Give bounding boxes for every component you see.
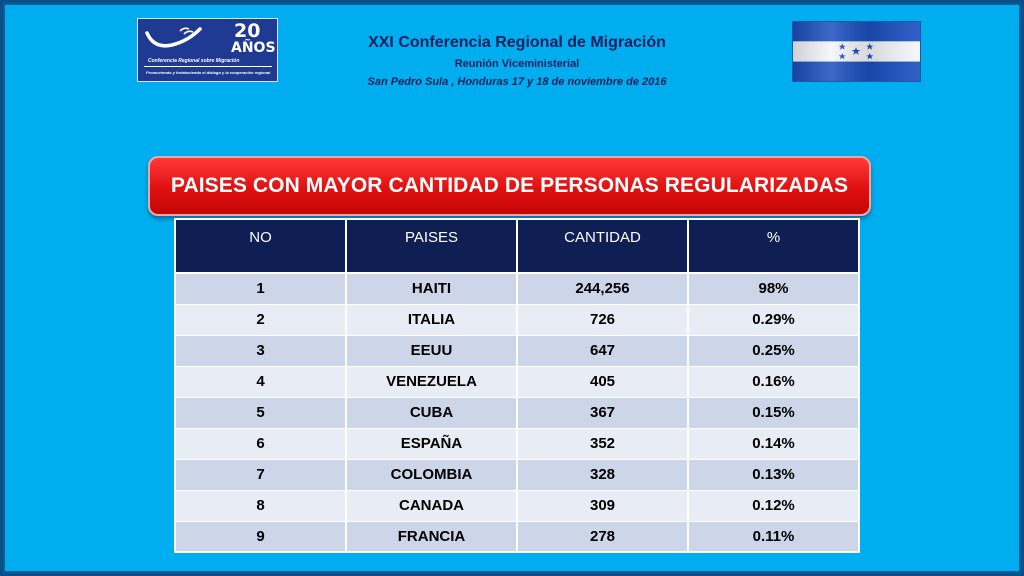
cell-country: ITALIA: [345, 303, 518, 335]
conference-logo: 20 AÑOS Conferencia Regional sobre Migra…: [137, 18, 278, 82]
logo-org-name: Conferencia Regional sobre Migración: [148, 58, 240, 64]
cell-percent: 0.13%: [687, 458, 860, 490]
cell-no: 1: [174, 272, 347, 304]
cell-country: VENEZUELA: [345, 365, 518, 397]
cell-country: EEUU: [345, 334, 518, 366]
cell-quantity: 647: [516, 334, 689, 366]
cell-country: ESPAÑA: [345, 427, 518, 459]
cell-country: CANADA: [345, 489, 518, 521]
cell-country: COLOMBIA: [345, 458, 518, 490]
cell-quantity: 405: [516, 365, 689, 397]
conference-subtitle: Reunión Viceministerial: [454, 58, 580, 70]
table-row: 9 FRANCIA 278 0.11%: [174, 520, 860, 553]
cell-quantity: 309: [516, 489, 689, 521]
cell-no: 5: [174, 396, 347, 428]
cell-quantity: 278: [516, 520, 689, 553]
logo-number: 20: [234, 20, 261, 42]
cell-percent: 98%: [687, 272, 860, 304]
cell-quantity: 367: [516, 396, 689, 428]
table-row: 3 EEUU 647 0.25%: [174, 334, 860, 366]
cell-country: CUBA: [345, 396, 518, 428]
logo-years: AÑOS: [231, 40, 276, 56]
table-row: 8 CANADA 309 0.12%: [174, 489, 860, 521]
cell-no: 9: [174, 520, 347, 553]
table-row: 6 ESPAÑA 352 0.14%: [174, 427, 860, 459]
cell-no: 7: [174, 458, 347, 490]
cell-quantity: 352: [516, 427, 689, 459]
table-header-row: NO PAISES CANTIDAD %: [174, 219, 860, 273]
cell-no: 3: [174, 334, 347, 366]
conference-title: XXI Conferencia Regional de Migración: [368, 34, 666, 51]
cell-country: HAITI: [345, 272, 518, 304]
table-row: 1 HAITI 244,256 98%: [174, 272, 860, 304]
column-header-paises: PAISES: [345, 219, 518, 273]
conference-location-date: San Pedro Sula , Honduras 17 y 18 de nov…: [367, 76, 667, 88]
title-banner: PAISES CON MAYOR CANTIDAD DE PERSONAS RE…: [148, 156, 871, 216]
column-header-percent: %: [687, 219, 860, 273]
banner-title: PAISES CON MAYOR CANTIDAD DE PERSONAS RE…: [170, 174, 849, 197]
cell-no: 4: [174, 365, 347, 397]
column-header-cantidad: CANTIDAD: [516, 219, 689, 273]
cell-no: 6: [174, 427, 347, 459]
slide: 20 AÑOS Conferencia Regional sobre Migra…: [3, 3, 1021, 573]
cell-percent: 0.15%: [687, 396, 860, 428]
dove-wave-icon: [145, 27, 202, 48]
cell-country: FRANCIA: [345, 520, 518, 553]
cell-percent: 0.12%: [687, 489, 860, 521]
cell-percent: 0.11%: [687, 520, 860, 553]
table-row: 5 CUBA 367 0.15%: [174, 396, 860, 428]
cell-no: 8: [174, 489, 347, 521]
logo-tagline: Promoviendo y fortaleciendo el diálogo y…: [146, 70, 271, 75]
cell-quantity: 328: [516, 458, 689, 490]
cell-no: 2: [174, 303, 347, 335]
cell-percent: 0.14%: [687, 427, 860, 459]
cell-percent: 0.29%: [687, 303, 860, 335]
logo-divider: [144, 66, 272, 67]
regularized-persons-table: NO PAISES CANTIDAD % 1 HAITI 244,256 98%…: [174, 218, 860, 553]
table-row: 2 ITALIA 726 0.29%: [174, 303, 860, 335]
column-header-no: NO: [174, 219, 347, 273]
cell-quantity: 726: [516, 303, 689, 335]
table-row: 7 COLOMBIA 328 0.13%: [174, 458, 860, 490]
table-row: 4 VENEZUELA 405 0.16%: [174, 365, 860, 397]
cell-quantity: 244,256: [516, 272, 689, 304]
cell-percent: 0.25%: [687, 334, 860, 366]
honduras-flag-icon: [792, 21, 921, 82]
cell-percent: 0.16%: [687, 365, 860, 397]
